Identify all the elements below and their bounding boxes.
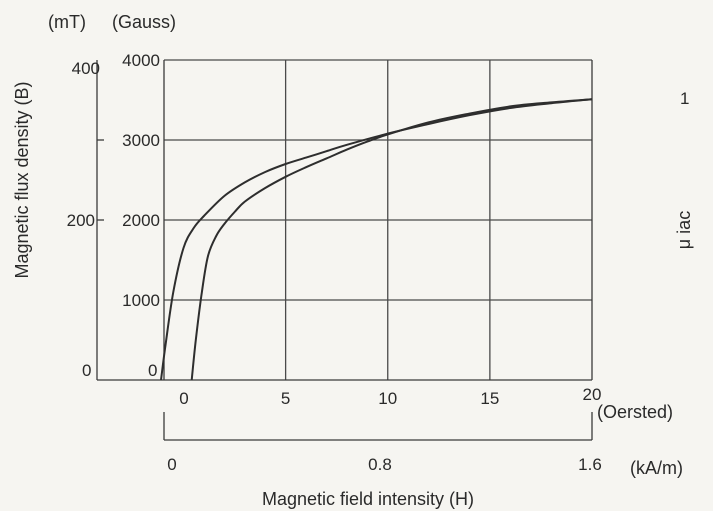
chart-grid [164, 59, 592, 380]
x-oersted-tick-label: 10 [378, 389, 397, 408]
series-2-line [190, 98, 593, 381]
y-axis-title: Magnetic flux density (B) [12, 81, 32, 278]
x-oersted-tick-label: 15 [480, 389, 499, 408]
y-gauss-tick-label: 4000 [122, 51, 160, 70]
right-axis-title: μ iac [674, 211, 694, 249]
x-unit-kam-label: (kA/m) [630, 458, 683, 478]
y-mt-zero-label: 0 [82, 361, 91, 380]
chart-curves [160, 98, 593, 381]
y-unit-gauss-label: (Gauss) [112, 12, 176, 32]
x-kam-tick-label: 0 [167, 455, 176, 474]
y-gauss-zero-label: 0 [148, 361, 157, 380]
x-oersted-tick-label: 5 [281, 389, 290, 408]
chart-frame [96, 60, 593, 441]
y-gauss-tick-label: 2000 [122, 211, 160, 230]
x-unit-oersted-label: (Oersted) [597, 402, 673, 422]
x-oersted-tick-label: 20 [583, 385, 602, 404]
series-1-line [160, 98, 593, 381]
y-unit-mt-label: (mT) [48, 12, 86, 32]
chart-labels: (mT) (Gauss) Magnetic flux density (B) μ… [12, 12, 694, 509]
y-mt-tick-label: 200 [67, 211, 95, 230]
x-oersted-tick-label: 0 [179, 389, 188, 408]
y-gauss-tick-label: 1000 [122, 291, 160, 310]
x-kam-tick-label: 1.6 [578, 455, 602, 474]
x-kam-tick-label: 0.8 [368, 455, 392, 474]
right-axis-tick-label: 1 [680, 89, 689, 108]
y-mt-tick-label: 400 [72, 59, 100, 78]
x-axis-title: Magnetic field intensity (H) [262, 489, 474, 509]
y-gauss-tick-label: 3000 [122, 131, 160, 150]
